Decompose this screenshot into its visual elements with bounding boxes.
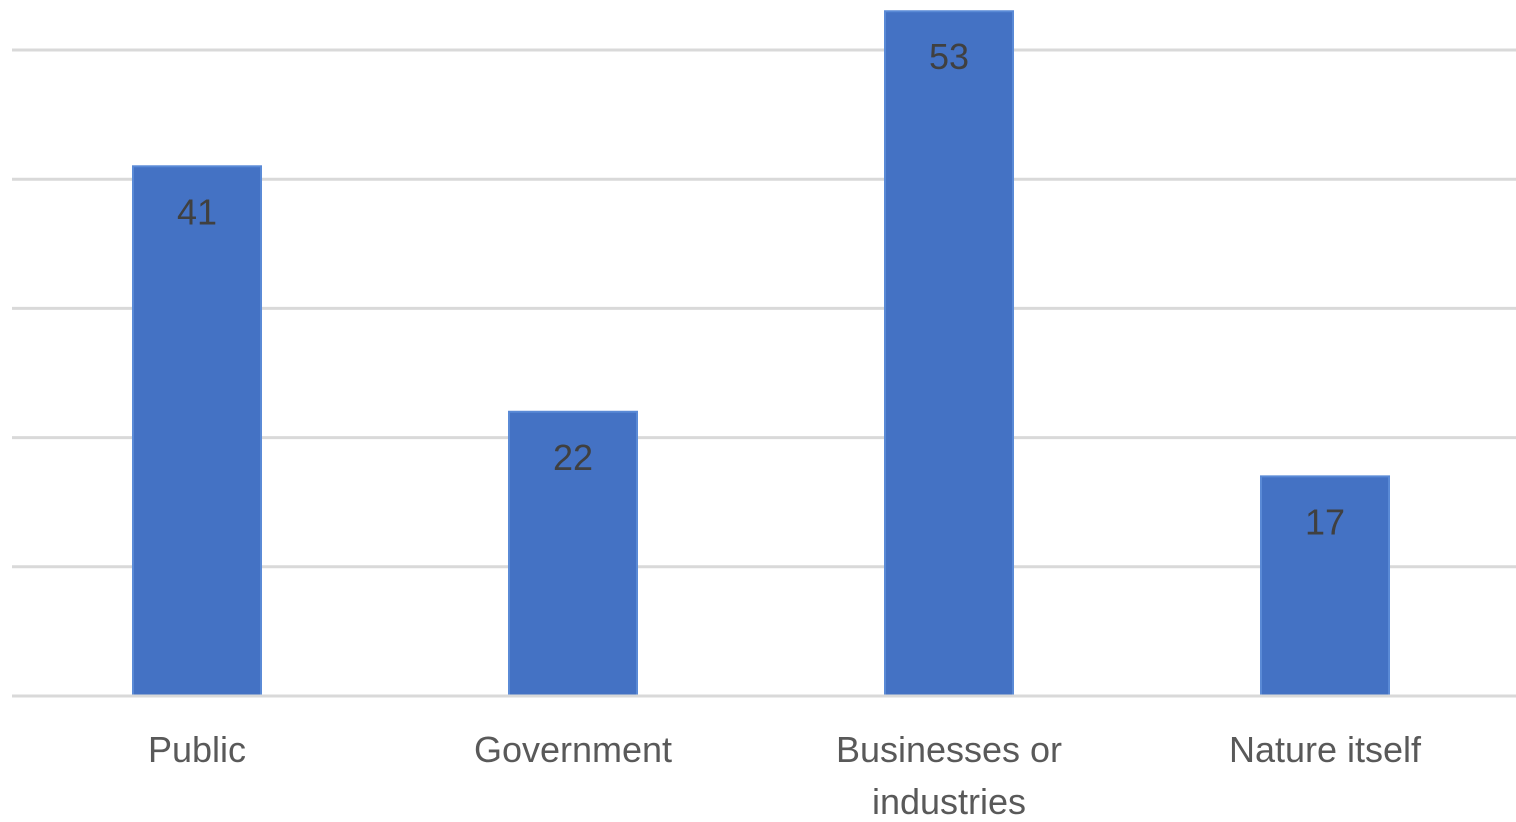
category-label: Businesses or <box>836 729 1062 770</box>
category-label: Government <box>474 729 672 770</box>
data-label: 53 <box>929 36 969 77</box>
category-label: industries <box>872 781 1026 822</box>
data-label: 41 <box>177 191 217 232</box>
category-labels: Public Government Businesses or industries N… <box>148 729 1422 822</box>
category-label: Nature itself <box>1229 729 1422 770</box>
bar <box>508 410 638 697</box>
bar <box>884 10 1014 698</box>
category-label: Public <box>148 729 246 770</box>
data-label: 17 <box>1305 501 1345 542</box>
bars <box>132 10 1390 698</box>
bar <box>132 165 262 697</box>
data-label: 22 <box>553 437 593 478</box>
data-labels: 41 22 53 17 <box>177 36 1345 542</box>
